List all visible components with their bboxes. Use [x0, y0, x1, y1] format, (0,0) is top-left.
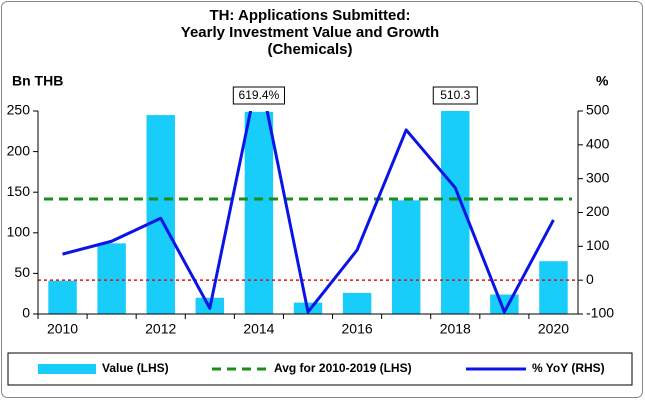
bar — [146, 115, 175, 314]
y2-tick-label: 200 — [586, 203, 610, 219]
yoy-line — [62, 111, 555, 314]
x-tick-label: 2014 — [243, 321, 274, 337]
legend-label: Value (LHS) — [102, 361, 169, 375]
bar — [97, 243, 126, 314]
chart-title: TH: Applications Submitted: — [209, 7, 410, 24]
y2-tick-label: 300 — [586, 169, 610, 185]
x-tick-label: 2010 — [47, 321, 78, 337]
legend-swatch — [38, 364, 96, 374]
y-tick-label: 100 — [7, 224, 31, 240]
bar — [342, 292, 372, 314]
y-tick-label: 150 — [7, 183, 31, 199]
value-label-box — [232, 86, 286, 105]
x-tick-label: 2020 — [538, 321, 569, 337]
y2-axis-label: % — [596, 73, 609, 89]
legend-box — [7, 352, 633, 386]
legend-label: Avg for 2010-2019 (LHS) — [274, 361, 412, 375]
x-tick-label: 2012 — [145, 321, 176, 337]
value-label: 510.3 — [440, 88, 470, 102]
bar — [48, 280, 77, 314]
x-tick-label: 2016 — [342, 321, 373, 337]
y2-tick-label: 500 — [586, 102, 610, 118]
y-tick-label: 50 — [14, 264, 30, 280]
plot-area — [38, 111, 578, 314]
y-axis-label: Bn THB — [12, 73, 63, 89]
y-tick-label: 0 — [22, 305, 30, 321]
chart-title: (Chemicals) — [267, 41, 352, 58]
x-tick-label: 2018 — [440, 321, 471, 337]
bar — [244, 111, 274, 314]
chart-title: Yearly Investment Value and Growth — [181, 24, 439, 41]
y2-tick-label: -100 — [586, 305, 614, 321]
bar — [391, 200, 421, 314]
value-label: 619.4% — [239, 88, 280, 102]
bar — [539, 261, 568, 314]
y2-tick-label: 0 — [586, 271, 594, 287]
legend-label: % YoY (RHS) — [532, 361, 605, 375]
y2-tick-label: 400 — [586, 136, 610, 152]
y-tick-label: 200 — [7, 142, 31, 158]
y-tick-label: 250 — [7, 102, 31, 118]
value-label-box — [432, 86, 478, 105]
y2-tick-label: 100 — [586, 237, 610, 253]
